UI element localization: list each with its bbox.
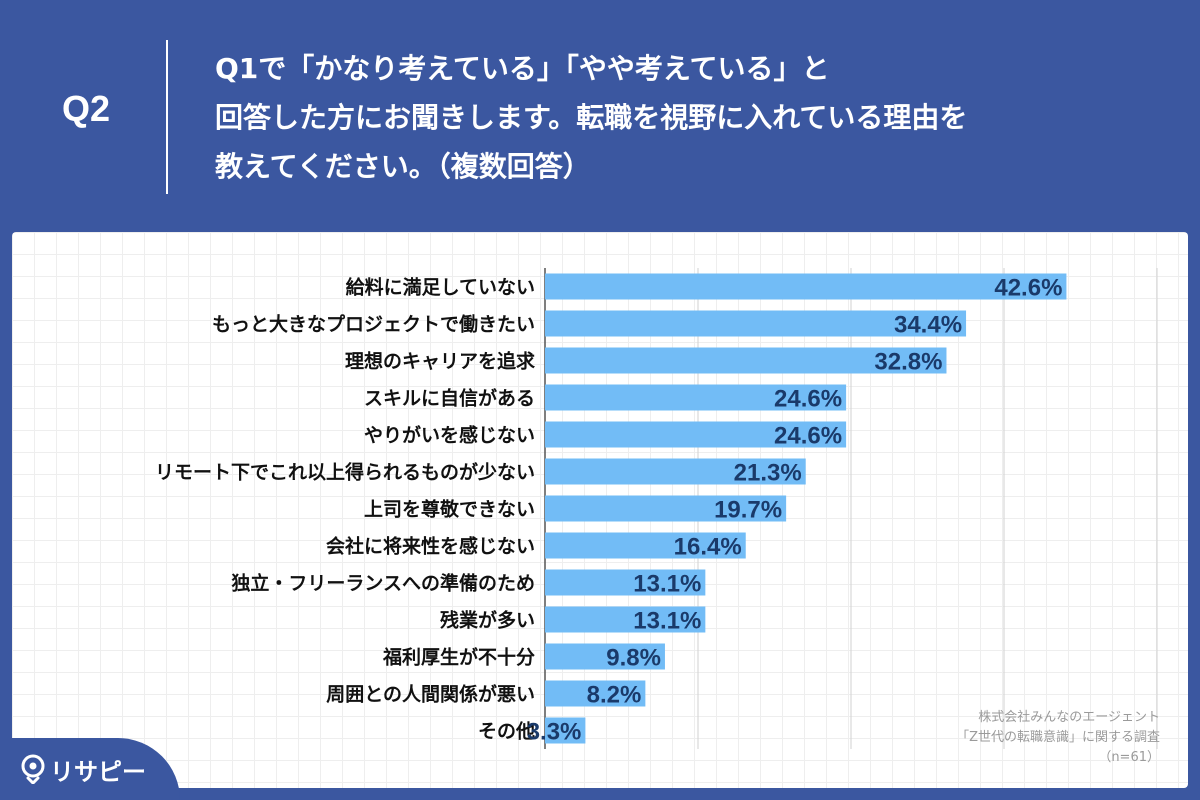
bar [545,347,947,374]
question-text: Q1で「かなり考えている」「やや考えている」と 回答した方にお聞きします。転職を… [215,44,1175,191]
value-label: 21.3% [734,460,802,487]
category-label: その他 [478,720,535,743]
category-label: 独立・フリーランスへの準備のため [231,572,535,595]
bar [545,310,967,337]
category-label: 上司を尊敬できない [364,498,535,521]
value-label: 16.4% [674,534,742,561]
category-label: 理想のキャリアを追求 [345,350,536,373]
value-label: 19.7% [714,497,782,524]
bar [545,606,706,633]
bar [545,495,787,522]
category-label: やりがいを感じない [364,424,535,447]
value-label: 9.8% [606,645,661,672]
source-note: 株式会社みんなのエージェント 「Z世代の転職意識」に関する調査 （n=61） [956,708,1160,768]
logo: リサピー [0,738,180,800]
source-line: （n=61） [1098,750,1160,765]
value-label: 24.6% [774,423,842,450]
value-label: 34.4% [894,312,962,339]
header: Q2 Q1で「かなり考えている」「やや考えている」と 回答した方にお聞きします。… [0,0,1200,230]
question-number: Q2 [62,88,111,129]
bar [545,717,586,744]
source-line: 「Z世代の転職意識」に関する調査 [956,730,1160,745]
header-divider [166,40,168,194]
value-label: 42.6% [994,275,1062,302]
bar [545,458,806,485]
value-label: 8.2% [587,682,642,709]
pin-icon [21,754,45,784]
bar [545,384,847,411]
bar [545,421,847,448]
category-label: リモート下でこれ以上得られるものが少ない [155,461,535,484]
category-label: スキルに自信がある [364,387,535,410]
bar [545,273,1067,300]
bar-chart: 給料に満足していない 42.6% もっと大きなプロジェクトで働きたい 34.4% 理想の… [155,268,1158,749]
category-label: 給料に満足していない [346,276,535,299]
bar [545,532,746,559]
value-label: 13.1% [633,571,701,598]
question-line: Q1で「かなり考えている」「やや考えている」と [215,52,830,85]
value-label: 3.3% [527,719,582,746]
question-line: 教えてください。（複数回答） [215,150,591,183]
category-label: もっと大きなプロジェクトで働きたい [212,313,535,336]
category-label: 残業が多い [440,609,535,632]
category-label: 会社に将来性を感じない [326,535,535,558]
category-label: 福利厚生が不十分 [382,646,535,669]
bar [545,569,706,596]
chart-panel: 給料に満足していない 42.6% もっと大きなプロジェクトで働きたい 34.4% 理想の… [12,232,1188,788]
question-line: 回答した方にお聞きします。転職を視野に入れている理由を [215,101,968,134]
source-line: 株式会社みんなのエージェント [978,710,1160,725]
bar [545,680,646,707]
bar [545,643,665,670]
category-label: 周囲との人間関係が悪い [326,683,535,706]
value-label: 32.8% [874,349,942,376]
value-label: 24.6% [774,386,842,413]
value-label: 13.1% [633,608,701,635]
logo-text: リサピー [50,758,146,786]
